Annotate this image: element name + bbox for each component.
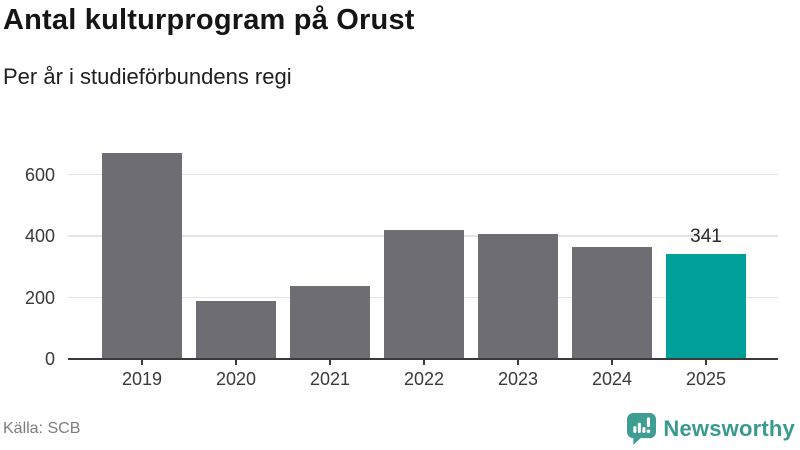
x-axis-tick-label: 2022 <box>403 369 445 389</box>
x-axis-tick <box>517 359 519 365</box>
y-axis-tick-label: 400 <box>24 226 55 246</box>
x-axis-tick <box>141 359 143 365</box>
chart-footer: Källa: SCB Newsworthy <box>3 413 795 445</box>
bar-2024 <box>572 246 652 359</box>
x-axis-tick <box>329 359 331 365</box>
bar-2021 <box>290 285 370 359</box>
x-axis-tick-label: 2025 <box>685 369 727 389</box>
x-axis-tick <box>235 359 237 365</box>
bar-2023 <box>478 233 558 359</box>
x-axis-tick-label: 2024 <box>591 369 633 389</box>
gridline-600 <box>68 173 778 176</box>
newsworthy-wordmark: Newsworthy <box>663 416 795 441</box>
newsworthy-speech-bubble-icon <box>627 413 657 445</box>
bar-2020 <box>196 301 276 359</box>
y-axis-tick-label: 0 <box>44 349 55 369</box>
chart-subtitle: Per år i studieförbundens regi <box>3 64 292 89</box>
chart-title: Antal kulturprogram på Orust <box>3 4 415 36</box>
x-axis-tick <box>423 359 425 365</box>
x-axis-tick-label: 2021 <box>309 369 351 389</box>
bar-2019 <box>102 152 182 359</box>
source-note: Källa: SCB <box>3 420 81 437</box>
y-axis-tick-label: 200 <box>24 287 55 308</box>
bar-value-label: 341 <box>690 226 722 248</box>
bar-2022 <box>384 229 464 359</box>
x-axis-tick <box>611 359 613 365</box>
bar-2025 <box>666 254 746 359</box>
bar-chart-plot-area: 0 200 400 600 2019 2020 2021 2022 2023 2024 2025 34… <box>25 138 778 389</box>
y-axis-tick-label: 600 <box>24 164 55 185</box>
x-axis-tick-label: 2023 <box>497 369 539 389</box>
x-axis-line <box>68 357 778 360</box>
x-axis-tick <box>705 359 707 365</box>
x-axis-tick-label: 2019 <box>121 369 163 389</box>
newsworthy-logo: Newsworthy <box>627 413 795 445</box>
x-axis-tick-label: 2020 <box>215 369 257 389</box>
